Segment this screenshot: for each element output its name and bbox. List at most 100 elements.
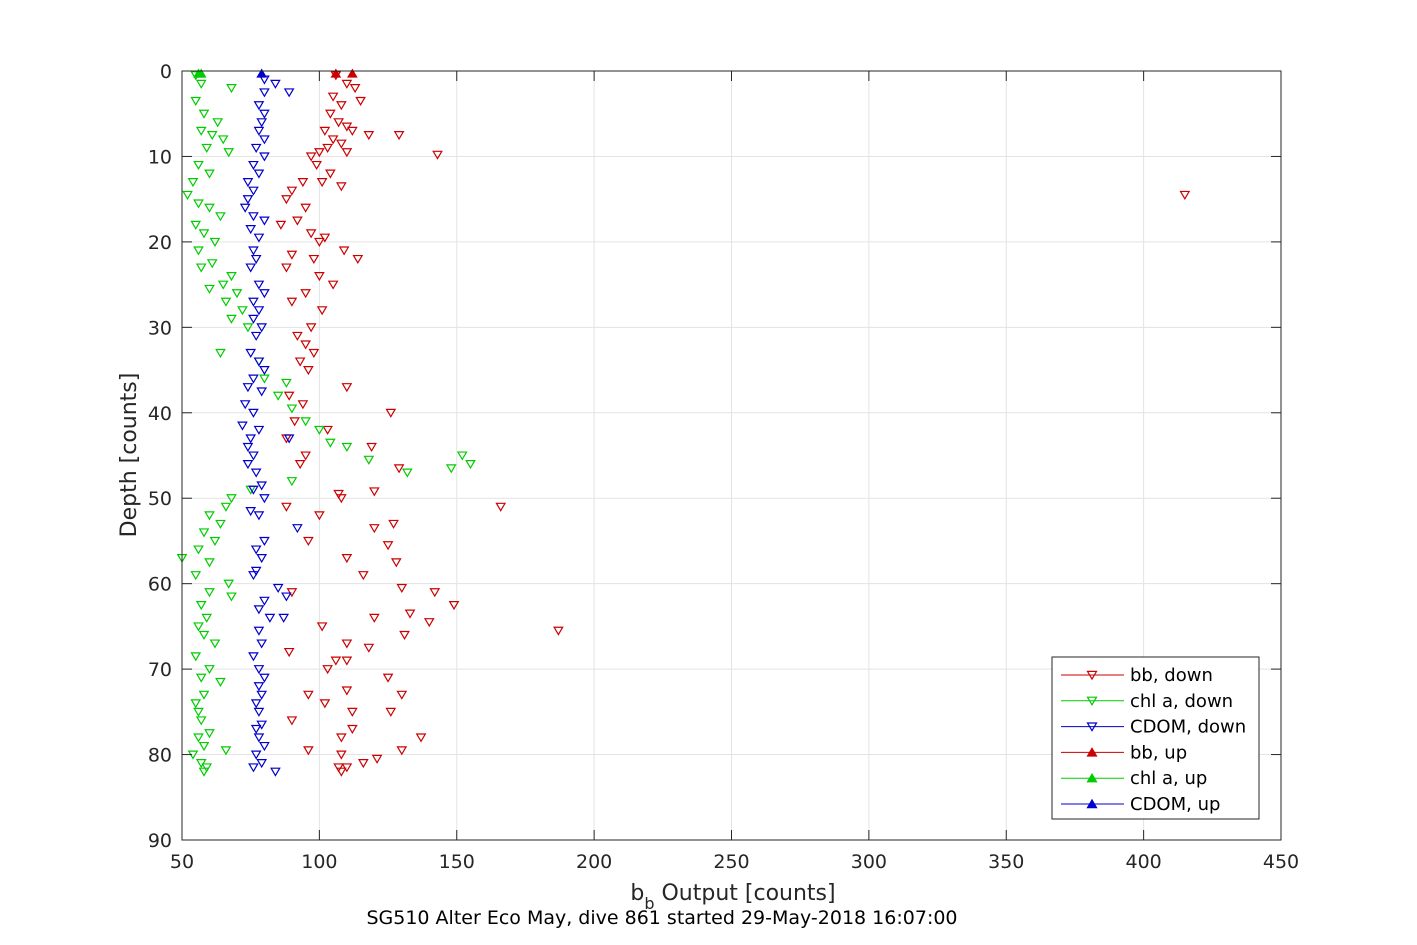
data-point: [1179, 190, 1191, 200]
data-point: [195, 68, 207, 78]
data-point: [253, 511, 265, 521]
data-point: [195, 79, 207, 89]
data-point: [336, 494, 347, 504]
series-group: [193, 68, 207, 78]
data-point: [465, 460, 476, 470]
data-point: [297, 178, 309, 188]
data-point: [209, 237, 221, 247]
data-point: [333, 118, 344, 128]
data-point: [300, 417, 311, 427]
data-point: [250, 545, 262, 555]
data-point: [294, 357, 306, 367]
data-point: [336, 182, 347, 192]
data-point: [193, 707, 204, 717]
data-point: [245, 434, 257, 444]
data-point: [193, 622, 204, 632]
data-point: [404, 609, 416, 619]
data-point: [253, 605, 265, 615]
data-point: [193, 545, 204, 555]
data-point: [256, 68, 268, 78]
data-point: [432, 150, 443, 160]
data-point: [314, 425, 325, 435]
data-point: [242, 442, 254, 453]
data-point: [341, 442, 353, 453]
data-point: [423, 618, 435, 628]
data-point: [346, 126, 358, 136]
data-point: [259, 596, 270, 606]
data-point: [319, 233, 331, 243]
y-tick-label: 30: [148, 317, 172, 339]
data-point: [242, 195, 254, 205]
data-point: [286, 250, 298, 260]
data-point: [253, 126, 265, 136]
data-point: [215, 519, 226, 529]
legend-label: bb, down: [1130, 665, 1213, 686]
data-point: [281, 592, 292, 602]
data-point: [253, 626, 265, 636]
data-point: [226, 494, 237, 504]
data-point: [327, 135, 339, 145]
data-point: [341, 383, 353, 393]
data-point: [371, 754, 383, 764]
data-point: [201, 613, 213, 623]
data-point: [396, 746, 408, 756]
data-point: [190, 571, 202, 581]
y-tick-label: 10: [148, 146, 172, 168]
data-point: [341, 122, 353, 132]
data-point: [286, 297, 298, 307]
data-point: [217, 135, 229, 145]
data-point: [305, 323, 317, 333]
x-tick-label: 350: [988, 851, 1024, 873]
data-point: [259, 494, 270, 504]
x-axis-label: bb Output [counts]: [630, 881, 835, 913]
legend-label: bb, up: [1130, 742, 1187, 763]
data-point: [190, 699, 202, 709]
data-point: [259, 741, 270, 752]
data-point: [204, 558, 215, 568]
data-point: [396, 583, 408, 593]
data-point: [316, 178, 328, 188]
data-point: [259, 374, 270, 384]
data-point: [250, 724, 262, 734]
data-point: [272, 583, 284, 593]
data-point: [248, 374, 259, 384]
data-point: [256, 387, 268, 397]
data-point: [366, 442, 377, 453]
x-tick-label: 250: [713, 851, 749, 873]
axis-ticks: 50 100 150 200 250 300 350 400 450 0 10 20 30 40 50 60 7…: [148, 61, 1299, 873]
data-point: [220, 746, 232, 756]
data-point: [308, 254, 320, 265]
data-point: [259, 366, 270, 376]
legend-marker: [1086, 772, 1098, 783]
data-point: [281, 378, 292, 388]
series-group: [256, 68, 268, 78]
series-group: [237, 75, 303, 777]
data-point: [209, 536, 221, 546]
data-point: [292, 216, 303, 226]
data-point: [193, 246, 204, 256]
data-point: [201, 143, 213, 153]
x-axis-label-rest: Output [counts]: [655, 881, 836, 906]
data-point: [253, 665, 265, 675]
data-point: [319, 126, 331, 136]
data-point: [204, 169, 215, 179]
data-point: [333, 763, 344, 773]
y-tick-label: 70: [148, 659, 172, 681]
data-point: [193, 160, 204, 171]
data-point: [283, 647, 295, 658]
data-point: [259, 88, 270, 98]
data-point: [226, 592, 237, 602]
data-point: [385, 707, 397, 717]
data-point: [223, 148, 235, 158]
data-point: [248, 314, 259, 324]
data-point: [308, 348, 320, 359]
data-point: [242, 383, 254, 393]
data-point: [368, 613, 380, 623]
data-point: [325, 438, 336, 448]
data-point: [237, 306, 248, 316]
y-tick-label: 50: [148, 488, 172, 510]
data-point: [264, 613, 276, 623]
data-point: [193, 733, 204, 743]
data-point: [382, 673, 394, 683]
data-point: [193, 199, 204, 209]
